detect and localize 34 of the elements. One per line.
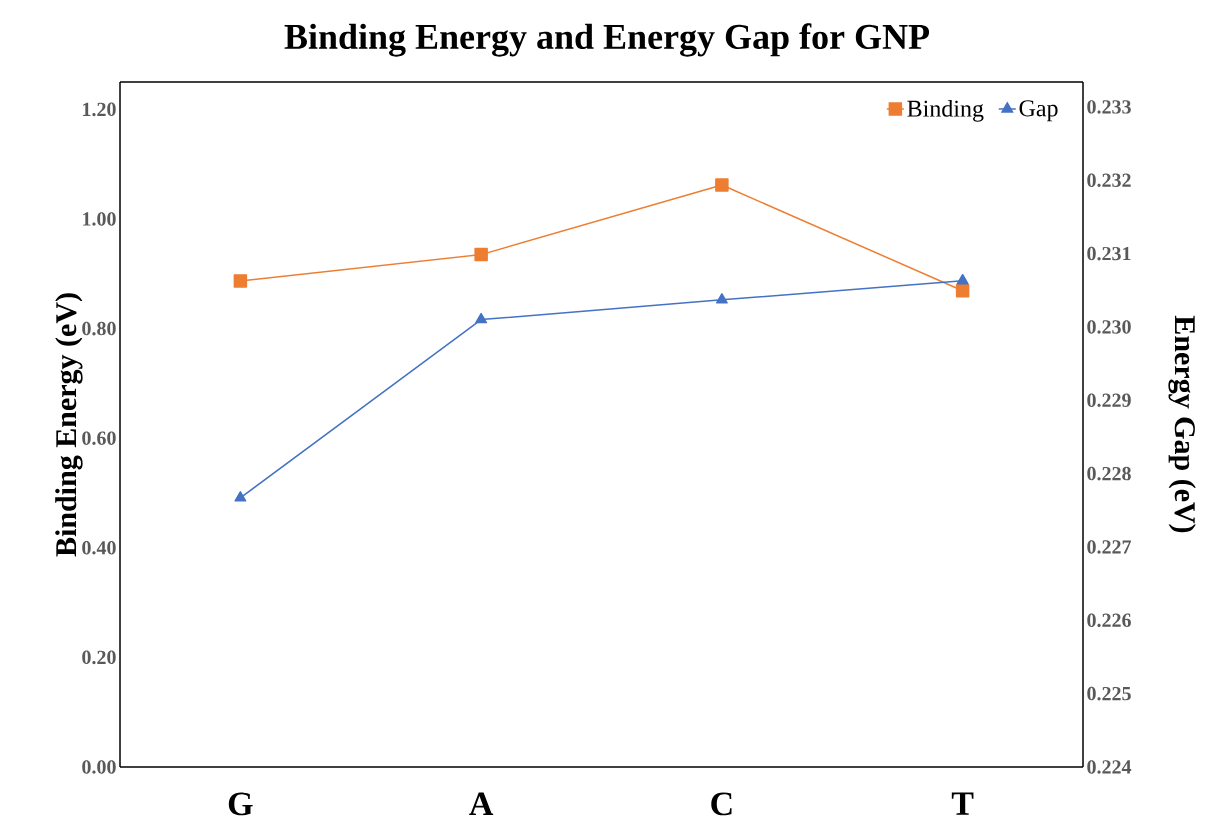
- y-tick-label: 0.20: [82, 650, 116, 665]
- y2-tick-label: 0.225: [1087, 686, 1131, 701]
- y-axis-title: Binding Energy (eV): [55, 293, 83, 557]
- x-tick-label: C: [711, 792, 732, 816]
- y2-tick-label: 0.226: [1087, 613, 1131, 628]
- x-tick-label: A: [469, 792, 494, 815]
- y2-tick-label: 0.229: [1087, 393, 1131, 408]
- y-tick-label: 0.00: [82, 760, 116, 774]
- point: [233, 274, 248, 288]
- y-tick-label: 0.60: [82, 431, 116, 445]
- chart-title: Binding Energy and Energy Gap for GNP: [284, 23, 930, 57]
- point: [956, 273, 969, 285]
- x-tick-label: G: [228, 792, 253, 816]
- y2-tick-label: 0.232: [1087, 173, 1131, 188]
- y-tick-label: 0.40: [82, 540, 116, 555]
- legend-label: Binding: [907, 99, 984, 122]
- y2-tick-label: 0.230: [1087, 320, 1131, 334]
- point: [234, 491, 247, 502]
- y2-tick-label: 0.231: [1087, 246, 1131, 261]
- point: [715, 293, 728, 304]
- y-tick-label: 1.00: [83, 212, 116, 226]
- point: [955, 284, 970, 298]
- y2-tick-label: 0.227: [1087, 540, 1132, 554]
- y2-tick-label: 0.233: [1087, 100, 1131, 114]
- legend-label: Gap: [1019, 100, 1058, 122]
- y2-tick-label: 0.228: [1087, 466, 1131, 481]
- x-tick-label: T: [951, 792, 974, 815]
- y-tick-label: 1.20: [83, 102, 116, 117]
- point: [715, 178, 729, 192]
- y-tick-label: 0.80: [82, 321, 116, 336]
- point: [475, 312, 488, 324]
- point: [474, 247, 488, 262]
- y2-axis-title: Energy Gap (eV): [1168, 315, 1196, 533]
- y2-tick-label: 0.224: [1087, 760, 1132, 774]
